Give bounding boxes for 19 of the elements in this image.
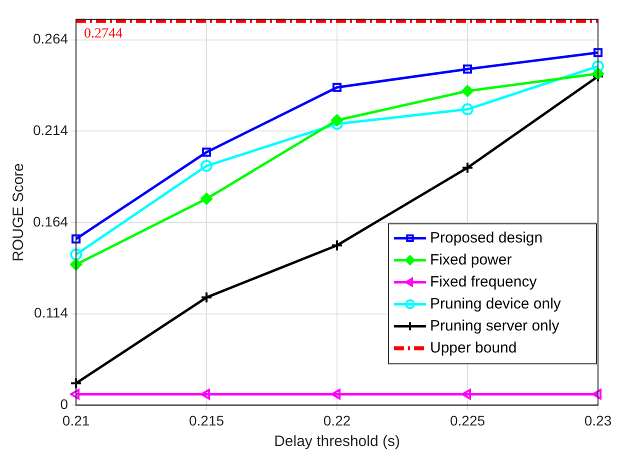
x-tick-label: 0.215 (189, 412, 224, 428)
y-axis-title: ROUGE Score (10, 163, 28, 262)
legend-label: Pruning device only (430, 295, 562, 312)
x-axis-title: Delay threshold (s) (274, 433, 400, 450)
legend-label: Fixed frequency (430, 273, 538, 290)
y-tick-label: 0.264 (32, 30, 68, 47)
annotation: 0.2744 (84, 26, 123, 42)
y-tick-label: 0.214 (32, 122, 68, 138)
y-tick-label: 0.164 (32, 213, 68, 230)
legend-label: Proposed design (430, 229, 543, 246)
legend-label: Upper bound (430, 339, 517, 356)
legend-label: Pruning server only (430, 317, 560, 334)
y-tick-label: 0.114 (34, 304, 68, 321)
legend-label: Fixed power (430, 251, 512, 268)
x-tick-label: 0.22 (323, 412, 351, 428)
x-tick-label: 0.21 (62, 412, 90, 428)
x-tick-label: 0.225 (450, 412, 486, 428)
y-tick-label: 0 (60, 396, 68, 412)
x-tick-label: 0.23 (584, 412, 612, 428)
